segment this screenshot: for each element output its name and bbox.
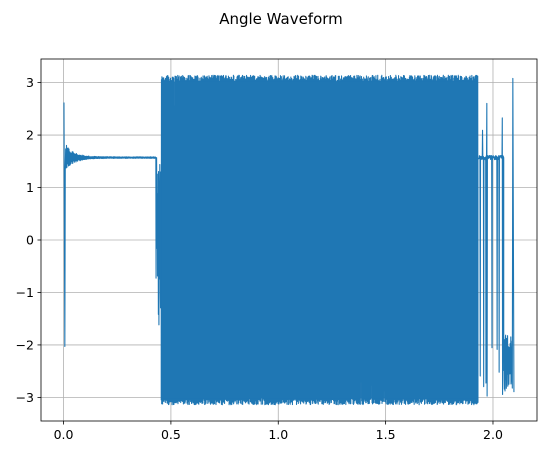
y-tick-label: −2: [16, 337, 34, 352]
x-tick-label: 0.5: [161, 427, 181, 442]
x-tick-label: 1.5: [376, 427, 396, 442]
x-tick-label: 0.0: [54, 427, 74, 442]
y-tick-label: −3: [16, 390, 34, 405]
angle-waveform-line: [63, 74, 515, 406]
y-tick-label: 0: [26, 233, 34, 248]
chart-title: Angle Waveform: [219, 10, 343, 28]
y-tick-label: 2: [26, 128, 34, 143]
y-tick-label: 3: [26, 75, 34, 90]
x-tick-label: 2.0: [483, 427, 503, 442]
y-tick-label: −1: [16, 285, 34, 300]
axis-ticks: 0.0 0.5 1.0 1.5 2.0 −3 −2 −1 0 1 2 3: [16, 75, 503, 442]
dense-oscillation-band: [161, 81, 478, 399]
y-tick-label: 1: [26, 180, 34, 195]
waveform-series: [63, 74, 515, 406]
x-tick-label: 1.0: [268, 427, 288, 442]
